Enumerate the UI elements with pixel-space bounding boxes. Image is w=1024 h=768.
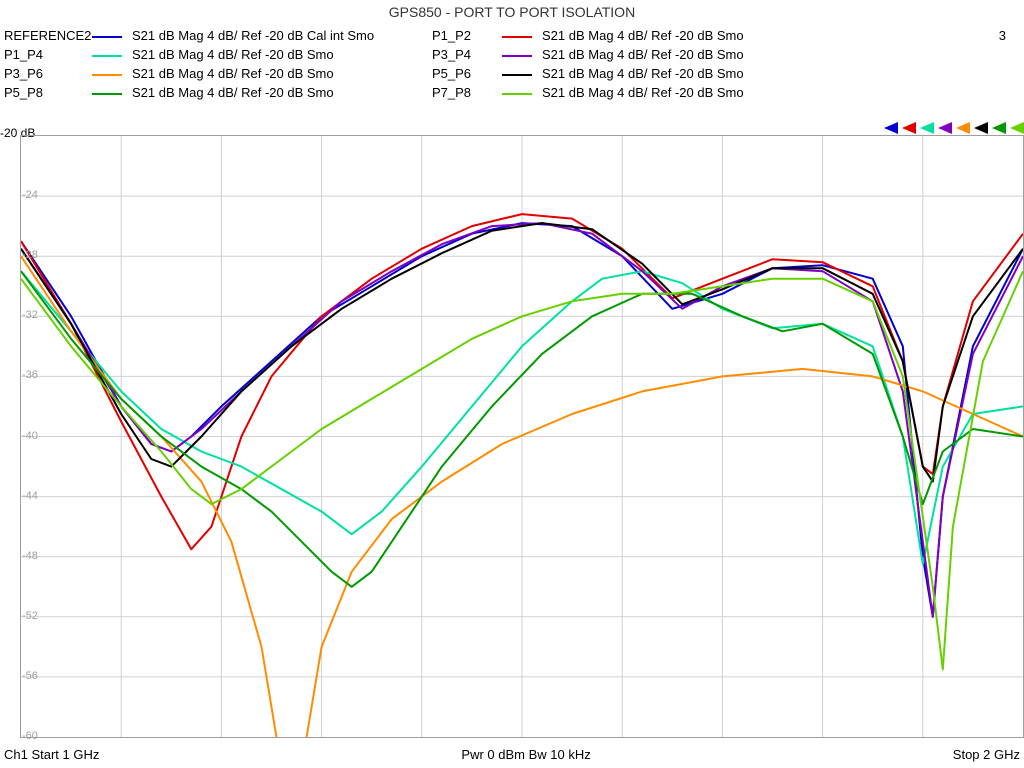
y-tick-label: -24 xyxy=(22,189,38,201)
legend-swatch xyxy=(502,66,542,81)
marker-icon xyxy=(956,122,970,134)
legend-name: P5_P8 xyxy=(4,85,92,100)
legend-desc: S21 dB Mag 4 dB/ Ref -20 dB Smo xyxy=(132,47,432,62)
legend-swatch xyxy=(92,28,132,43)
legend-name: REFERENCE2 xyxy=(4,28,92,43)
marker-icon xyxy=(920,122,934,134)
legend-desc: S21 dB Mag 4 dB/ Ref -20 dB Smo xyxy=(132,85,432,100)
marker-icon xyxy=(902,122,916,134)
y-tick-label: -48 xyxy=(22,550,38,562)
chart-area xyxy=(20,135,1024,738)
y-tick-label: -40 xyxy=(22,430,38,442)
legend-swatch xyxy=(92,66,132,81)
corner-label: 3 xyxy=(999,28,1006,43)
legend-desc: S21 dB Mag 4 dB/ Ref -20 dB Cal int Smo xyxy=(132,28,432,43)
legend-desc: S21 dB Mag 4 dB/ Ref -20 dB Smo xyxy=(542,66,842,81)
marker-icon xyxy=(938,122,952,134)
marker-icon xyxy=(884,122,898,134)
legend-swatch xyxy=(502,85,542,100)
legend-swatch xyxy=(92,85,132,100)
legend-desc: S21 dB Mag 4 dB/ Ref -20 dB Smo xyxy=(132,66,432,81)
marker-icon xyxy=(992,122,1006,134)
legend-name: P3_P4 xyxy=(432,47,502,62)
legend-name: P3_P6 xyxy=(4,66,92,81)
legend-desc: S21 dB Mag 4 dB/ Ref -20 dB Smo xyxy=(542,47,842,62)
legend-name: P7_P8 xyxy=(432,85,502,100)
legend: REFERENCE2 S21 dB Mag 4 dB/ Ref -20 dB Ca… xyxy=(4,28,1020,100)
y-tick-label: -52 xyxy=(22,610,38,622)
footer-left: Ch1 Start 1 GHz xyxy=(4,747,99,762)
y-tick-label: -60 xyxy=(22,730,38,742)
legend-name: P1_P2 xyxy=(432,28,502,43)
legend-name: P1_P4 xyxy=(4,47,92,62)
footer: Ch1 Start 1 GHz Pwr 0 dBm Bw 10 kHz Stop… xyxy=(4,747,1020,762)
footer-center: Pwr 0 dBm Bw 10 kHz xyxy=(461,747,590,762)
marker-icon xyxy=(1010,122,1024,134)
legend-swatch xyxy=(92,47,132,62)
y-tick-label: -44 xyxy=(22,490,38,502)
footer-right: Stop 2 GHz xyxy=(953,747,1020,762)
legend-swatch xyxy=(502,28,542,43)
legend-desc: S21 dB Mag 4 dB/ Ref -20 dB Smo xyxy=(542,28,842,43)
legend-desc: S21 dB Mag 4 dB/ Ref -20 dB Smo xyxy=(542,85,842,100)
y-tick-label: -32 xyxy=(22,309,38,321)
chart-title: GPS850 - PORT TO PORT ISOLATION xyxy=(0,4,1024,20)
y-tick-label: -36 xyxy=(22,369,38,381)
y-tick-label: -56 xyxy=(22,670,38,682)
legend-name: P5_P6 xyxy=(432,66,502,81)
marker-icon xyxy=(974,122,988,134)
legend-swatch xyxy=(502,47,542,62)
y-tick-label: -28 xyxy=(22,249,38,261)
trace-markers xyxy=(884,120,1024,136)
